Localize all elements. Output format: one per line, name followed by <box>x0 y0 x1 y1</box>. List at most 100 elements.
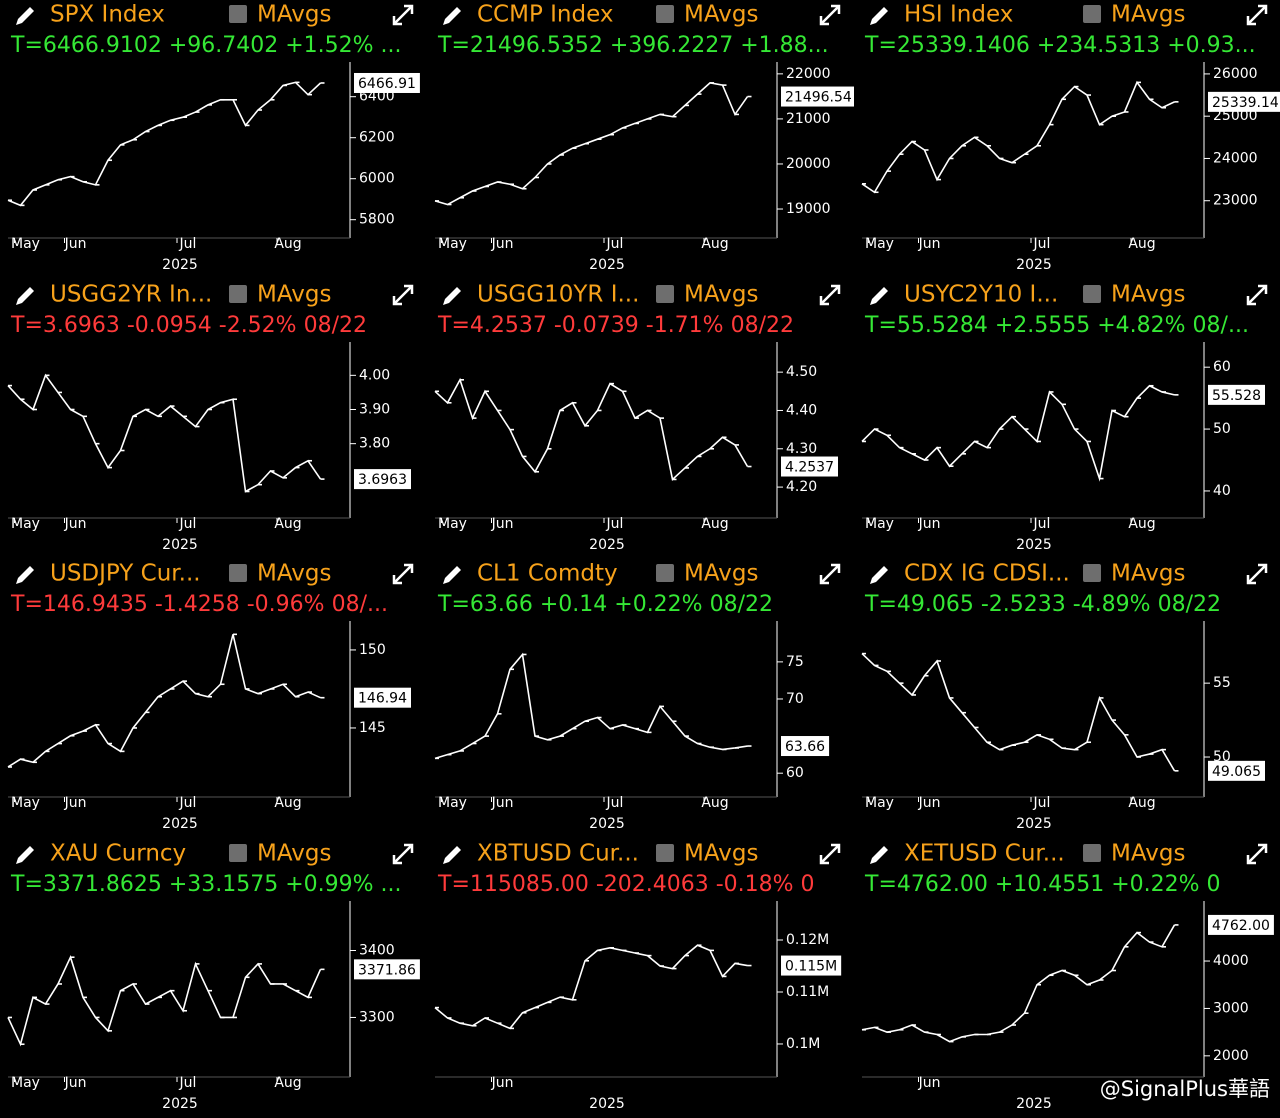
y-tick-label: 4.00 <box>359 367 390 383</box>
y-tick-label: 60 <box>786 765 804 781</box>
watermark: @SignalPlus華語 <box>1099 1077 1270 1101</box>
expand-icon <box>392 563 414 585</box>
y-tick-label: 24000 <box>1213 150 1258 166</box>
edit-icon <box>16 566 34 584</box>
x-tick-label: Jun <box>491 236 514 252</box>
quote: T=25339.1406 +234.5313 +0.93... <box>864 33 1256 58</box>
price-line <box>7 373 322 493</box>
last-price-label: 146.94 <box>358 691 407 707</box>
price-line <box>7 634 321 768</box>
mavgs-label: MAvgs <box>257 282 331 308</box>
last-price-box <box>781 86 854 107</box>
expand-icon <box>819 843 841 865</box>
price-line <box>861 384 1175 482</box>
x-tick-label: May <box>865 236 894 252</box>
y-tick-label: 26000 <box>1213 66 1258 82</box>
y-tick-label: 150 <box>359 642 386 658</box>
mavgs-checkbox <box>1083 5 1101 23</box>
edit-icon <box>16 287 34 305</box>
x-tick-label: Aug <box>274 795 301 811</box>
mavgs-checkbox <box>656 285 674 303</box>
last-price-label: 21496.54 <box>785 90 852 106</box>
x-tick-label: Jul <box>1033 516 1051 532</box>
x-axis-label: 2025 <box>1016 257 1052 273</box>
x-tick-label: Aug <box>274 516 301 532</box>
last-price-label: 49.065 <box>1212 764 1261 780</box>
mavgs-checkbox <box>229 844 247 862</box>
chart-panel: CL1 Comdty MAvgs T=63.66 +0.14 +0.22% 08/2… <box>434 561 841 832</box>
quote: T=49.065 -2.5233 -4.89% 08/22 <box>864 592 1221 617</box>
chart-panel: CDX IG CDSI... MAvgs T=49.065 -2.5233 -4.8… <box>861 561 1268 832</box>
last-price-box <box>1208 914 1274 935</box>
x-tick-label: Jul <box>606 795 624 811</box>
last-price-label: 6466.91 <box>358 76 416 92</box>
chart-panel: SPX Index MAvgs T=6466.9102 +96.7402 +1.52… <box>7 2 420 273</box>
last-price-tag: 3.6963 <box>354 469 411 490</box>
edit-icon <box>870 287 888 305</box>
x-tick-label: May <box>11 795 40 811</box>
chart-title: SPX Index <box>50 2 165 28</box>
x-tick-label: Aug <box>1128 795 1155 811</box>
expand-icon <box>392 843 414 865</box>
edit-icon <box>16 7 34 25</box>
x-tick-label: Aug <box>701 236 728 252</box>
mavgs-label: MAvgs <box>257 841 331 867</box>
x-tick-label: Aug <box>274 1075 301 1091</box>
y-tick-label: 0.1M <box>786 1036 820 1052</box>
mavgs-checkbox <box>1083 564 1101 582</box>
last-price-tag: 21496.54 <box>781 86 854 107</box>
chart-title: USGG2YR In... <box>50 282 212 308</box>
expand-icon <box>392 4 414 26</box>
last-price-tag: 3371.86 <box>354 959 420 980</box>
last-price-tag: 49.065 <box>1208 760 1265 781</box>
y-tick-label: 25000 <box>1213 108 1258 124</box>
expand-icon <box>819 563 841 585</box>
y-tick-label: 4000 <box>1213 953 1249 969</box>
expand-icon <box>819 284 841 306</box>
y-tick-label: 60 <box>1213 359 1231 375</box>
mavgs-checkbox <box>229 285 247 303</box>
chart-title: HSI Index <box>904 2 1013 28</box>
x-axis-label: 2025 <box>162 257 198 273</box>
last-price-label: 63.66 <box>785 739 825 755</box>
price-line <box>434 652 748 760</box>
x-tick-label: Jun <box>64 1075 87 1091</box>
x-tick-label: Aug <box>1128 236 1155 252</box>
x-tick-label: May <box>438 795 467 811</box>
x-tick-label: Jul <box>1033 795 1051 811</box>
x-tick-label: Jun <box>491 795 514 811</box>
mavgs-label: MAvgs <box>684 282 758 308</box>
mavgs-label: MAvgs <box>684 561 758 587</box>
mavgs-label: MAvgs <box>684 841 758 867</box>
x-tick-label: Jun <box>918 516 941 532</box>
x-axis-label: 2025 <box>162 1096 198 1112</box>
last-price-box <box>354 959 420 980</box>
x-tick-label: Jun <box>64 236 87 252</box>
quote: T=21496.5352 +396.2227 +1.88... <box>437 33 829 58</box>
chart-title: XBTUSD Cur... <box>477 841 639 867</box>
x-tick-label: Jul <box>179 516 197 532</box>
y-tick-label: 20000 <box>786 156 831 172</box>
x-tick-label: Jul <box>179 236 197 252</box>
y-tick-label: 4.30 <box>786 441 817 457</box>
x-tick-label: May <box>865 795 894 811</box>
price-line <box>7 954 322 1047</box>
chart-panel: HSI Index MAvgs T=25339.1406 +234.5313 +0.… <box>861 2 1280 273</box>
last-price-tag: 0.115M <box>781 955 842 976</box>
chart-title: CL1 Comdty <box>477 561 618 587</box>
x-tick-label: May <box>438 236 467 252</box>
expand-icon <box>1246 4 1268 26</box>
mavgs-label: MAvgs <box>1111 282 1185 308</box>
edit-icon <box>870 566 888 584</box>
x-tick-label: Jun <box>918 795 941 811</box>
x-axis-label: 2025 <box>162 537 198 553</box>
mavgs-label: MAvgs <box>1111 841 1185 867</box>
price-line <box>434 944 748 1030</box>
y-tick-label: 40 <box>1213 483 1231 499</box>
x-tick-label: May <box>11 516 40 532</box>
x-axis-label: 2025 <box>589 1096 625 1112</box>
quote: T=6466.9102 +96.7402 +1.52% ... <box>10 33 402 58</box>
price-line <box>861 653 1176 772</box>
expand-icon <box>819 4 841 26</box>
